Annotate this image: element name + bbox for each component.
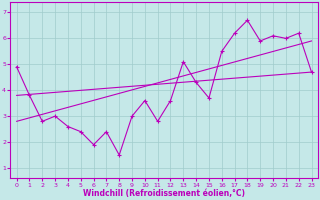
X-axis label: Windchill (Refroidissement éolien,°C): Windchill (Refroidissement éolien,°C) [83, 189, 245, 198]
